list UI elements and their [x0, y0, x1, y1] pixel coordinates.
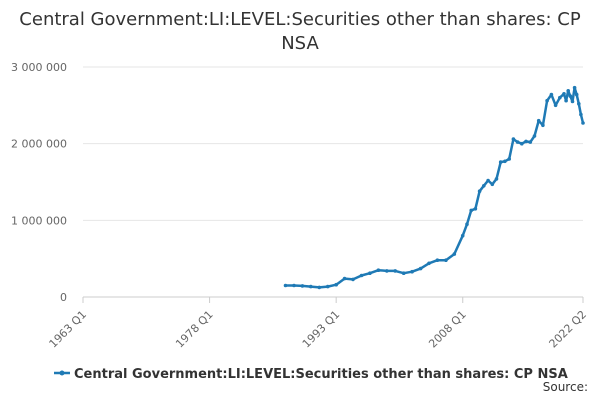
axis-layer: 0 1 000 000 2 000 000 3 000 000 1963 Q1 1978 … [11, 61, 589, 350]
data-point[interactable] [460, 233, 465, 238]
data-point[interactable] [477, 189, 482, 193]
data-point[interactable] [342, 276, 347, 281]
data-point[interactable] [532, 134, 537, 138]
data-point[interactable] [498, 160, 503, 164]
data-point[interactable] [528, 140, 533, 144]
data-point[interactable] [368, 271, 372, 276]
y-tick-label: 3 000 000 [11, 61, 67, 74]
data-point[interactable] [494, 177, 499, 181]
grid-layer [83, 66, 583, 298]
data-point[interactable] [562, 92, 566, 96]
data-point[interactable] [376, 268, 381, 273]
data-point[interactable] [309, 284, 313, 289]
data-point[interactable] [385, 269, 389, 273]
x-tick-label: 2008 Q1 [426, 308, 469, 351]
legend-marker-swatch [59, 370, 65, 376]
data-point[interactable] [572, 85, 577, 90]
x-tick-label: 1963 Q1 [47, 308, 90, 351]
data-point[interactable] [473, 207, 478, 211]
data-point[interactable] [418, 266, 423, 271]
data-point[interactable] [292, 283, 296, 288]
data-point[interactable] [427, 261, 431, 266]
data-point[interactable] [317, 285, 322, 290]
data-point[interactable] [564, 98, 568, 103]
series-line[interactable] [285, 86, 585, 289]
data-point[interactable] [465, 222, 469, 226]
data-point[interactable] [401, 271, 406, 276]
data-point[interactable] [507, 157, 512, 161]
data-point[interactable] [300, 284, 305, 288]
source-label[interactable]: Source: [542, 380, 588, 394]
data-point[interactable] [520, 141, 524, 146]
data-point[interactable] [435, 258, 440, 263]
data-point[interactable] [581, 121, 585, 125]
data-point[interactable] [566, 89, 570, 93]
x-tick-label: 1993 Q1 [300, 308, 343, 351]
data-point[interactable] [503, 159, 507, 164]
data-point[interactable] [524, 139, 528, 144]
data-point[interactable] [558, 95, 562, 100]
data-point[interactable] [577, 102, 581, 106]
data-point[interactable] [444, 258, 448, 263]
data-point[interactable] [570, 99, 575, 104]
data-point[interactable] [334, 282, 339, 287]
data-point[interactable] [410, 269, 414, 274]
data-point[interactable] [553, 103, 558, 108]
chart-title: Central Government:LI:LEVEL:Securities o… [19, 9, 581, 54]
data-point[interactable] [490, 182, 495, 187]
data-point[interactable] [486, 178, 490, 183]
data-point[interactable] [482, 184, 486, 188]
data-point[interactable] [545, 98, 549, 103]
data-point[interactable] [515, 140, 520, 144]
y-tick-label: 1 000 000 [11, 214, 67, 227]
data-point[interactable] [511, 137, 516, 141]
x-tick-label: 1978 Q1 [173, 308, 216, 351]
data-point[interactable] [579, 112, 583, 117]
data-point[interactable] [359, 273, 364, 278]
series-layer [283, 85, 585, 290]
data-point[interactable] [568, 94, 573, 98]
data-point[interactable] [351, 277, 355, 282]
legend[interactable]: Central Government:LI:LEVEL:Securities o… [54, 367, 568, 382]
y-tick-label: 2 000 000 [11, 138, 67, 151]
data-point[interactable] [549, 92, 554, 97]
data-point[interactable] [469, 208, 474, 213]
data-point[interactable] [393, 269, 398, 273]
data-point[interactable] [536, 118, 541, 123]
data-point[interactable] [452, 252, 457, 256]
data-point[interactable] [325, 284, 330, 289]
data-point[interactable] [283, 283, 288, 288]
data-point[interactable] [574, 92, 579, 97]
data-point[interactable] [541, 123, 545, 128]
legend-label: Central Government:LI:LEVEL:Securities o… [74, 367, 568, 382]
y-tick-label: 0 [60, 291, 67, 304]
x-tick-label: 2022 Q2 [547, 308, 590, 351]
